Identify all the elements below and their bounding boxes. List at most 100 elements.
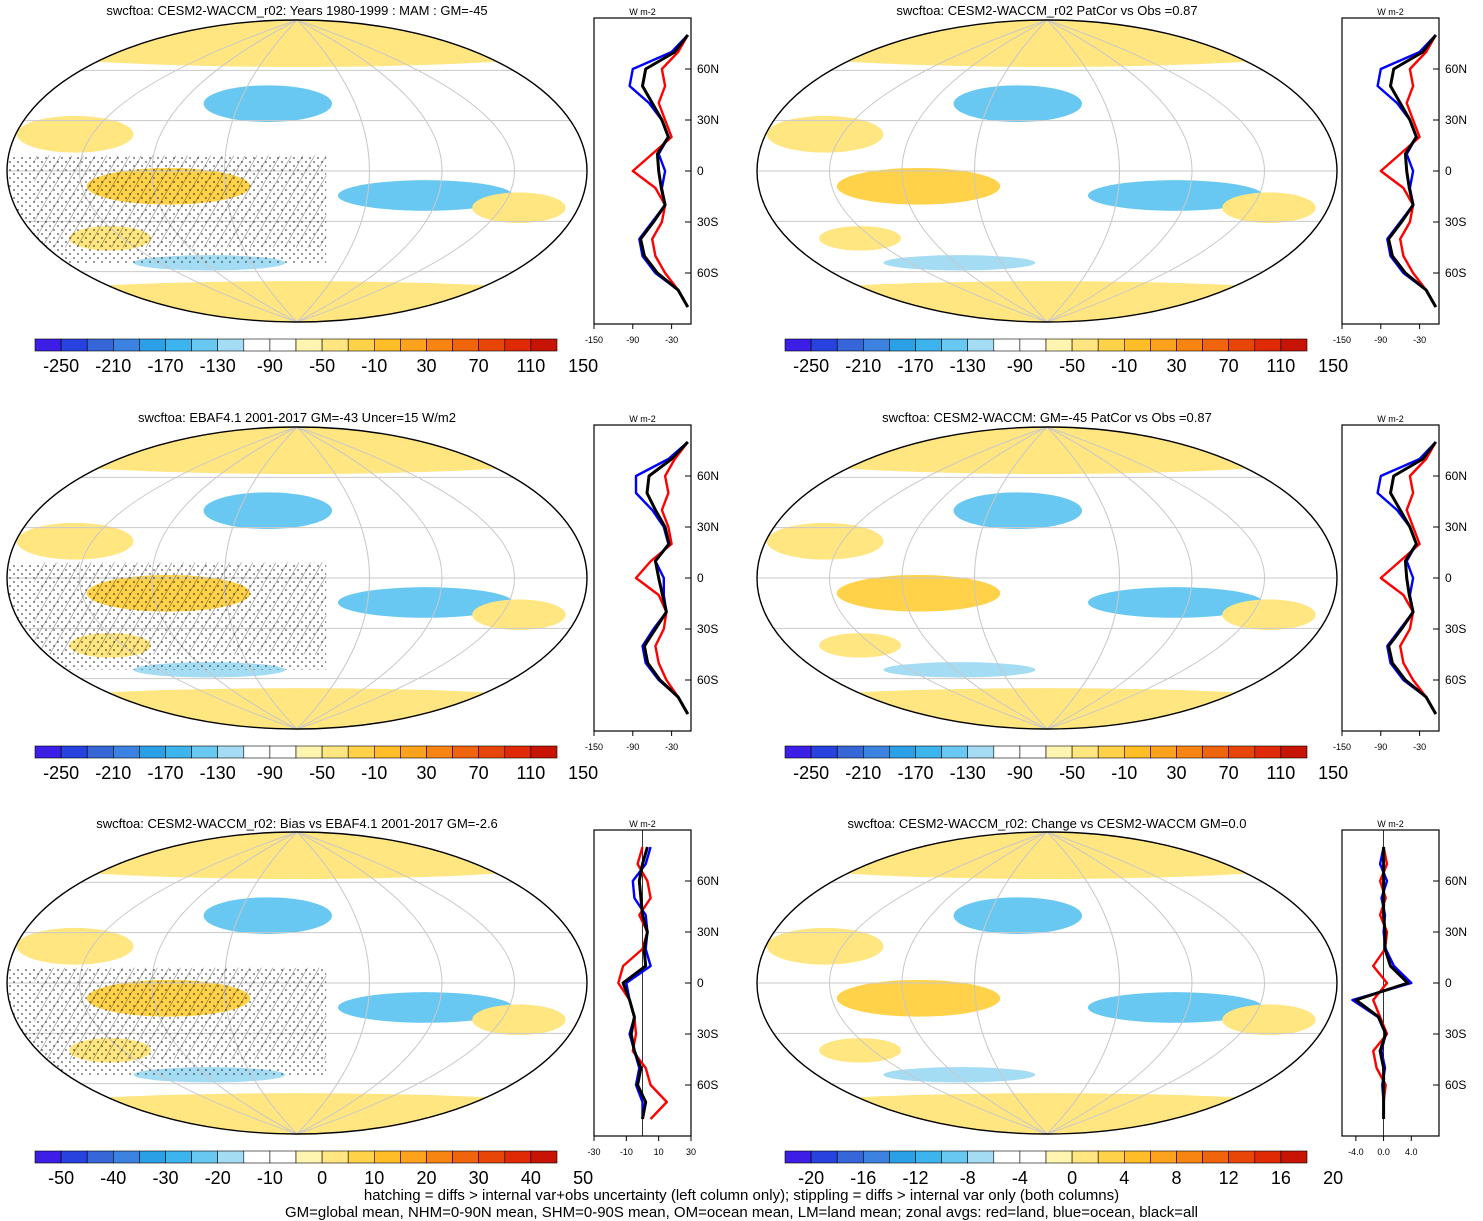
map-field-region: [203, 492, 333, 530]
colorbar-box: [915, 745, 942, 759]
zonal-unit-label: W m-2: [1377, 414, 1404, 424]
zonal-x-tick-label: -30: [1413, 742, 1426, 752]
zonal-lat-tick-label: 0: [1445, 571, 1452, 585]
colorbar-tick-label: 150: [1318, 356, 1348, 376]
zonal-x-tick-label: -90: [1374, 742, 1387, 752]
map-field-region: [337, 992, 514, 1023]
colorbar-tick-label: -250: [793, 356, 829, 376]
colorbar-box: [941, 338, 968, 352]
zonal-series-all: [1387, 441, 1438, 715]
zonal-lat-tick-label: 30S: [697, 215, 718, 229]
zonal-series-all: [621, 846, 649, 1120]
map-field-region: [757, 688, 1337, 729]
colorbar-tick-label: 30: [416, 356, 436, 376]
zonal-series-ocean: [628, 34, 689, 308]
colorbar-box: [993, 745, 1021, 759]
colorbar-box: [269, 745, 297, 759]
colorbar-tick-label: -250: [43, 356, 79, 376]
map-field-region: [472, 192, 566, 224]
colorbar-tick-label: -170: [147, 356, 183, 376]
map-border: [756, 19, 1338, 323]
colorbar-box: [1124, 338, 1151, 352]
colorbar-box: [862, 1150, 890, 1164]
colorbar-box: [139, 1150, 166, 1164]
map-longitude-gridline: [901, 832, 1048, 1134]
colorbar-box: [60, 1150, 88, 1164]
colorbar-box: [530, 745, 558, 759]
zonal-x-tick-label: -150: [585, 335, 603, 345]
colorbar-box: [452, 745, 480, 759]
colorbar-box: [836, 745, 864, 759]
zonal-lat-tick-label: 60N: [1445, 469, 1467, 483]
colorbar-box: [400, 1150, 427, 1164]
map-longitude-gridline: [296, 832, 443, 1134]
map-field-region: [16, 927, 134, 965]
map-longitude-gridline: [974, 427, 1048, 729]
map-field-region: [337, 180, 514, 211]
zonal-x-tick-label: -150: [1333, 335, 1351, 345]
colorbar-box: [810, 338, 838, 352]
colorbar-box: [1097, 1150, 1125, 1164]
colorbar-box: [217, 745, 245, 759]
panel-3-title: swcftoa: EBAF4.1 2001-2017 GM=-43 Uncer=…: [138, 410, 456, 425]
colorbar-box: [967, 745, 995, 759]
zonal-lat-tick-label: 30N: [1445, 113, 1467, 127]
map-field-region: [7, 832, 587, 879]
map-field-region: [7, 20, 587, 67]
colorbar-tick-label: -130: [200, 356, 236, 376]
map-longitude-gridline: [296, 427, 515, 729]
colorbar-box: [1176, 745, 1203, 759]
colorbar-tick-label: 4: [1119, 1168, 1129, 1185]
colorbar-box: [139, 745, 166, 759]
colorbar-box: [321, 1150, 349, 1164]
zonal-x-tick-label: -30: [1413, 335, 1426, 345]
colorbar-tick-label: -50: [48, 1168, 74, 1185]
zonal-series-land: [1379, 441, 1437, 715]
zonal-lat-tick-label: 30N: [1445, 925, 1467, 939]
colorbar-tick-label: -16: [850, 1168, 876, 1185]
colorbar-box: [1254, 745, 1282, 759]
colorbar-box: [530, 338, 558, 352]
zonal-x-tick-label: -90: [1374, 335, 1387, 345]
colorbar-tick-label: -50: [1059, 763, 1085, 783]
map-field-region: [1222, 599, 1316, 631]
map-field-region: [757, 427, 1337, 474]
map-longitude-gridline: [296, 20, 370, 322]
panel-5-title: swcftoa: CESM2-WACCM_r02: Bias vs EBAF4.…: [96, 816, 498, 831]
colorbar-tick-label: -130: [200, 763, 236, 783]
map-longitude-gridline: [1046, 427, 1265, 729]
colorbar-box: [530, 1150, 558, 1164]
map-longitude-gridline: [1046, 427, 1120, 729]
colorbar-tick-label: 150: [568, 356, 598, 376]
zonal-unit-label: W m-2: [1377, 7, 1404, 17]
map-field-region: [836, 979, 1001, 1017]
colorbar-tick-label: -170: [897, 763, 933, 783]
panel-6-title: swcftoa: CESM2-WACCM_r02: Change vs CESM…: [847, 816, 1247, 831]
colorbar-box: [1280, 1150, 1308, 1164]
colorbar-tick-label: -250: [43, 763, 79, 783]
colorbar-box: [1202, 1150, 1229, 1164]
colorbar-box: [217, 1150, 245, 1164]
map-field-region: [883, 662, 1036, 678]
zonal-lat-tick-label: 30S: [1445, 215, 1466, 229]
colorbar-box: [1228, 1150, 1256, 1164]
zonal-unit-label: W m-2: [629, 7, 656, 17]
colorbar-tick-label: -210: [845, 356, 881, 376]
colorbar-box: [478, 745, 506, 759]
panel-5: -50 -40 -30 -20 -10 0 10 20 30 40 50 W m-2 60N 30N 0 30…: [6, 819, 719, 1185]
colorbar-tick-label: 20: [1323, 1168, 1343, 1185]
map-field-region: [766, 522, 884, 560]
zonal-lat-tick-label: 30S: [1445, 622, 1466, 636]
colorbar-tick-label: -8: [960, 1168, 976, 1185]
colorbar-box: [1150, 1150, 1177, 1164]
colorbar-box: [1254, 1150, 1282, 1164]
zonal-x-tick-label: -30: [665, 335, 678, 345]
colorbar-box: [967, 1150, 995, 1164]
colorbar-box: [60, 745, 88, 759]
colorbar-box: [1071, 338, 1099, 352]
footer-legend-note: GM=global mean, NHM=0-90N mean, SHM=0-90…: [284, 1204, 1198, 1221]
colorbar-box: [60, 338, 88, 352]
colorbar-tick-label: 110: [1267, 763, 1296, 783]
colorbar-tick-label: -130: [950, 763, 986, 783]
colorbar-box: [217, 338, 245, 352]
